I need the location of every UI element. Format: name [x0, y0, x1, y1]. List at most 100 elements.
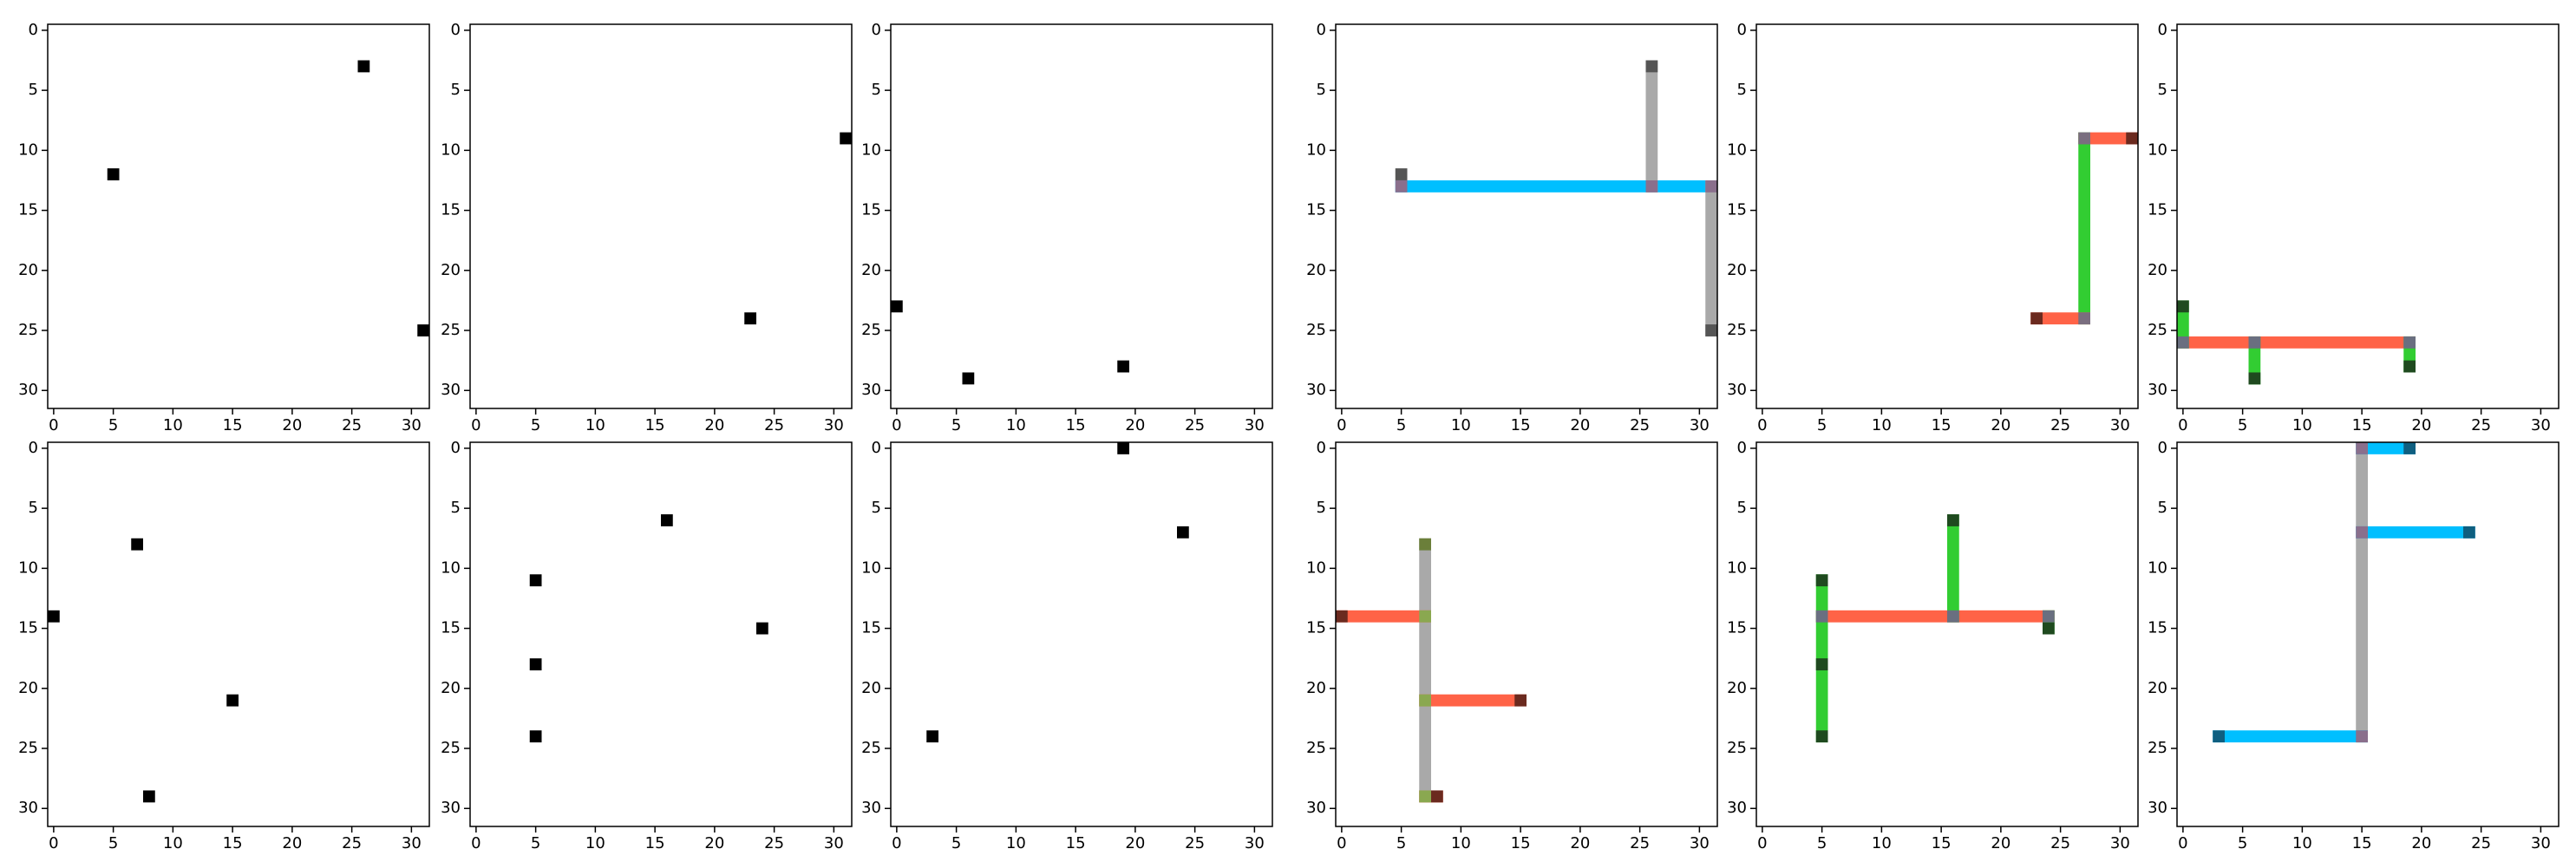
- axes-frame: [890, 23, 1273, 409]
- plot-area: [891, 24, 1272, 408]
- x-tick-label: 20: [704, 834, 724, 852]
- x-tick-label: 0: [2178, 416, 2187, 434]
- y-tick-label: 25: [441, 321, 461, 339]
- y-tick-label: 0: [872, 21, 881, 39]
- segment: [2213, 730, 2368, 743]
- x-tick-label: 5: [531, 416, 540, 434]
- segment: [1336, 610, 1431, 623]
- x-tick-label: 30: [1245, 416, 1265, 434]
- x-tick-label: 10: [1872, 416, 1892, 434]
- y-tick-label: 15: [1306, 619, 1326, 637]
- y-tick-label: 5: [29, 81, 38, 99]
- x-tick-label: 20: [2411, 416, 2431, 434]
- y-tick-label: 25: [18, 739, 38, 757]
- plot-area: [48, 24, 429, 408]
- x-tick-label: 0: [1337, 416, 1346, 434]
- segment: [2177, 336, 2416, 349]
- cell: [891, 300, 903, 313]
- y-tick-label: 5: [1317, 499, 1326, 517]
- cell: [926, 730, 938, 743]
- cell: [2126, 132, 2138, 145]
- y-tick-label: 10: [1306, 140, 1326, 159]
- x-tick-label: 0: [2178, 834, 2187, 852]
- x-tick-label: 20: [1125, 834, 1145, 852]
- y-tick-label: 0: [451, 21, 461, 39]
- cell: [744, 312, 756, 325]
- x-tick-label: 15: [2352, 416, 2372, 434]
- y-tick-label: 0: [872, 439, 881, 457]
- x-tick-label: 30: [2110, 834, 2130, 852]
- cell: [2356, 526, 2368, 539]
- segment: [1419, 694, 1527, 707]
- x-tick-label: 0: [49, 834, 58, 852]
- x-tick-label: 5: [108, 834, 118, 852]
- x-tick-label: 30: [402, 416, 422, 434]
- x-tick-label: 15: [2352, 834, 2372, 852]
- cell: [1705, 180, 1717, 193]
- cell: [2403, 336, 2416, 349]
- y-tick-label: 30: [1306, 799, 1326, 817]
- cell: [143, 790, 155, 803]
- segment: [1947, 514, 1959, 623]
- cell: [529, 730, 542, 743]
- y-tick-label: 10: [18, 558, 38, 577]
- cell: [2403, 442, 2416, 454]
- x-tick-label: 20: [1570, 416, 1590, 434]
- cell: [1419, 610, 1431, 623]
- x-tick-label: 25: [342, 416, 362, 434]
- y-tick-label: 30: [441, 381, 461, 399]
- y-tick-label: 20: [2148, 261, 2167, 279]
- x-tick-label: 10: [1451, 834, 1471, 852]
- x-tick-label: 25: [1630, 834, 1650, 852]
- y-tick-label: 15: [18, 201, 38, 219]
- x-tick-label: 10: [1006, 416, 1026, 434]
- y-tick-label: 25: [1306, 739, 1326, 757]
- panel: 0 5 10 15 20 25 30 0 5 10 15 20 25 30: [2148, 21, 2560, 434]
- cell: [1815, 610, 1828, 623]
- x-tick-label: 25: [1185, 834, 1205, 852]
- segment: [2030, 312, 2090, 325]
- x-tick-label: 20: [704, 416, 724, 434]
- y-tick-label: 5: [451, 81, 461, 99]
- cell: [661, 514, 673, 526]
- plot-area: [48, 442, 429, 826]
- y-tick-label: 10: [18, 140, 38, 159]
- x-tick-label: 15: [645, 834, 665, 852]
- cell: [756, 622, 768, 635]
- y-tick-label: 30: [861, 799, 881, 817]
- y-tick-label: 10: [1727, 140, 1747, 159]
- cell: [1117, 360, 1129, 373]
- segment: [2356, 526, 2475, 539]
- y-tick-label: 5: [1737, 81, 1747, 99]
- x-tick-label: 25: [2471, 834, 2491, 852]
- x-tick-label: 25: [2471, 416, 2491, 434]
- plot-area: [1756, 442, 2138, 826]
- panel: 0 5 10 15 20 25 30 0 5 10 15 20 25 30: [1727, 439, 2139, 852]
- cell: [2213, 730, 2225, 743]
- panel: 0 5 10 15 20 25 30 0 5 10 15 20 25 30: [18, 439, 430, 852]
- segment: [1395, 180, 1717, 193]
- y-tick-label: 5: [1737, 499, 1747, 517]
- x-tick-label: 30: [1690, 416, 1710, 434]
- cell: [2030, 312, 2043, 325]
- x-tick-label: 5: [1396, 416, 1406, 434]
- x-tick-label: 20: [282, 416, 302, 434]
- x-tick-label: 5: [2238, 416, 2247, 434]
- x-tick-label: 20: [2411, 834, 2431, 852]
- y-tick-label: 0: [2158, 439, 2167, 457]
- y-tick-label: 0: [2158, 21, 2167, 39]
- y-tick-label: 20: [2148, 679, 2167, 697]
- y-tick-label: 30: [2148, 799, 2167, 817]
- x-tick-label: 0: [471, 416, 481, 434]
- x-tick-label: 30: [2110, 416, 2130, 434]
- segment: [1815, 610, 2055, 623]
- cell: [2356, 730, 2368, 743]
- y-tick-label: 30: [1727, 381, 1747, 399]
- x-tick-label: 25: [2050, 416, 2070, 434]
- cell: [2403, 360, 2416, 373]
- segment: [2356, 442, 2416, 454]
- x-tick-label: 15: [1932, 834, 1952, 852]
- y-tick-label: 20: [1306, 261, 1326, 279]
- cell: [2463, 526, 2475, 539]
- segment: [1419, 538, 1431, 803]
